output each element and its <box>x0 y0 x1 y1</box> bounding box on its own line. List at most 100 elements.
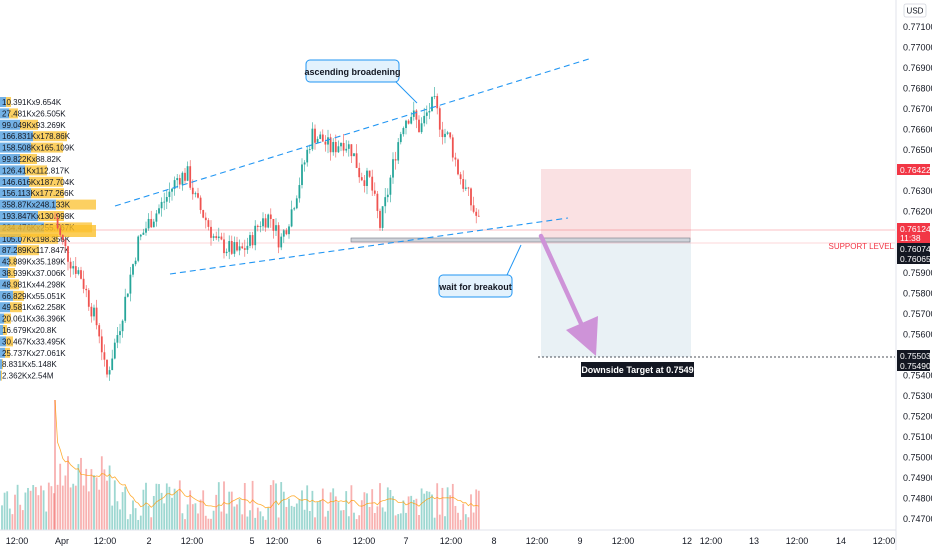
volume-bar <box>45 511 48 530</box>
volume-bar <box>366 493 368 530</box>
volume-bar <box>410 495 413 530</box>
candle-body <box>137 236 140 261</box>
volume-bar <box>477 490 480 530</box>
volume-bar <box>475 489 478 530</box>
volume-bar <box>24 492 27 530</box>
time-tick-label: 12:00 <box>526 536 549 546</box>
candle-body <box>431 96 433 112</box>
candle-body <box>171 188 173 192</box>
volume-bar <box>251 480 254 530</box>
breakout-callout-box[interactable] <box>438 274 513 298</box>
time-tick-label: 12:00 <box>266 536 289 546</box>
candle-body <box>407 120 410 124</box>
volume-profile-label: 20.061Kx36.396K <box>2 315 66 324</box>
candle-body <box>228 241 231 252</box>
candle-body <box>475 211 478 216</box>
candle-body <box>212 236 215 238</box>
volume-profile-label: 49.581Kx62.258K <box>2 303 66 312</box>
volume-bar <box>230 491 233 530</box>
volume-bar <box>373 512 376 530</box>
pattern-callout-box[interactable] <box>305 59 400 83</box>
volume-bar <box>95 477 98 530</box>
currency-box[interactable] <box>903 3 927 18</box>
candle-body <box>116 335 119 343</box>
volume-bar <box>332 488 335 530</box>
volume-bar <box>87 491 90 530</box>
volume-bar <box>160 492 163 530</box>
volume-profile-down-bar <box>8 268 15 278</box>
candle-body <box>254 225 257 246</box>
volume-bar <box>139 515 142 530</box>
volume-bar <box>462 503 465 530</box>
volume-bar <box>124 486 127 530</box>
volume-profile-up-bar <box>0 245 17 256</box>
volume-profile-label: 99.822Kx88.82K <box>2 155 62 164</box>
volume-bar <box>111 505 114 530</box>
candle-body <box>464 187 467 189</box>
volume-profile-up-bar <box>0 336 6 347</box>
volume-profile-label: 105.07Kx198.356K <box>2 235 71 244</box>
candle-body <box>449 132 452 138</box>
volume-bar <box>241 514 244 530</box>
candle-body <box>129 274 132 294</box>
candle-body <box>152 221 155 228</box>
volume-bar <box>392 496 394 530</box>
volume-bar <box>176 491 179 530</box>
time-axis[interactable]: 12:00 Apr 12:00 2 12:00 5 12:00 6 12:00 7 12:00 8 12… <box>6 536 896 546</box>
candle-body <box>290 209 293 227</box>
volume-bar <box>204 515 207 530</box>
volume-bar <box>293 506 296 530</box>
candle-body <box>217 236 220 239</box>
candle-body <box>108 370 111 375</box>
stop-loss-zone <box>541 169 691 240</box>
volume-bar <box>438 514 441 530</box>
volume-bar <box>14 494 16 530</box>
candle-body <box>384 197 387 207</box>
volume-bar <box>457 512 459 530</box>
volume-profile-up-bar <box>0 268 8 278</box>
volume-bar <box>47 482 50 530</box>
candle-body <box>249 235 251 246</box>
candle-body <box>301 164 303 186</box>
candle-body <box>444 133 446 138</box>
volume-profile-label: 87.289Kx117.847K <box>2 246 70 255</box>
volume-bar <box>72 483 75 530</box>
volume-bar <box>394 515 397 530</box>
candle-body <box>329 137 332 153</box>
candle-body <box>87 290 90 307</box>
candle-body <box>379 210 381 228</box>
target-label-text: Downside Target at 0.7549 <box>581 365 693 375</box>
volume-bar <box>16 484 19 530</box>
volume-bar <box>93 475 95 530</box>
volume-profile-down-bar <box>33 131 67 142</box>
candle-body <box>342 142 345 151</box>
volume-bar <box>54 400 56 530</box>
candle-body <box>446 132 449 134</box>
volume-bar <box>298 499 301 530</box>
volume-profile-down-bar <box>6 97 11 107</box>
candle-body <box>457 159 459 175</box>
candle-body <box>121 320 124 332</box>
volume-bar <box>3 492 6 530</box>
candle-body <box>376 193 379 211</box>
price-badge <box>897 243 930 254</box>
volume-bar <box>368 506 371 530</box>
volume-bar <box>384 511 387 530</box>
volume-bar <box>282 491 285 530</box>
volume-bar <box>267 507 270 530</box>
pattern-callout-text: ascending broadening <box>304 67 400 77</box>
candle-body <box>451 137 454 158</box>
volume-profile-label: 358.87Kx248.133K <box>2 201 71 210</box>
volume-bar <box>129 514 132 530</box>
volume-bar <box>285 506 288 530</box>
volume-profile-up-bar <box>0 256 9 267</box>
volume-profile-label: 43.889Kx35.189K <box>2 258 66 267</box>
candle-body <box>56 217 59 229</box>
volume-bar <box>61 485 64 530</box>
volume-bar <box>21 510 24 530</box>
